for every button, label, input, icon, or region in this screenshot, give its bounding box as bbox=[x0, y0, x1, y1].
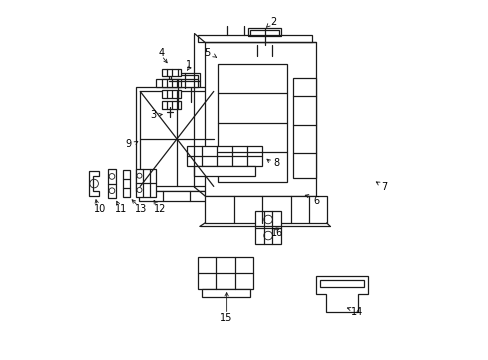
Text: 8: 8 bbox=[273, 158, 279, 168]
Polygon shape bbox=[162, 68, 181, 76]
Polygon shape bbox=[162, 90, 181, 98]
Polygon shape bbox=[136, 168, 155, 197]
Polygon shape bbox=[198, 35, 312, 42]
Polygon shape bbox=[123, 170, 130, 197]
Polygon shape bbox=[292, 78, 315, 178]
Polygon shape bbox=[139, 191, 214, 202]
Text: 11: 11 bbox=[115, 203, 127, 213]
Text: 7: 7 bbox=[381, 182, 387, 192]
Text: 10: 10 bbox=[94, 203, 106, 213]
Polygon shape bbox=[136, 87, 218, 191]
Polygon shape bbox=[217, 64, 287, 182]
Polygon shape bbox=[247, 28, 281, 45]
Polygon shape bbox=[169, 73, 200, 88]
Polygon shape bbox=[205, 42, 315, 196]
Text: 2: 2 bbox=[269, 17, 276, 27]
Text: 4: 4 bbox=[158, 48, 164, 58]
Polygon shape bbox=[162, 79, 181, 87]
Polygon shape bbox=[89, 171, 99, 196]
Polygon shape bbox=[201, 289, 249, 297]
Text: 13: 13 bbox=[135, 203, 147, 213]
Text: 14: 14 bbox=[350, 307, 363, 317]
Polygon shape bbox=[187, 146, 262, 166]
Polygon shape bbox=[162, 101, 181, 109]
Polygon shape bbox=[156, 79, 197, 87]
Text: 1: 1 bbox=[186, 60, 192, 70]
Text: 16: 16 bbox=[270, 228, 282, 238]
Text: 3: 3 bbox=[150, 110, 156, 120]
Polygon shape bbox=[108, 169, 116, 198]
Polygon shape bbox=[255, 211, 281, 244]
Polygon shape bbox=[166, 107, 173, 117]
Text: 9: 9 bbox=[125, 139, 131, 149]
Polygon shape bbox=[205, 196, 326, 223]
Text: 12: 12 bbox=[154, 203, 166, 213]
Polygon shape bbox=[198, 257, 253, 289]
Polygon shape bbox=[315, 276, 367, 312]
Polygon shape bbox=[194, 166, 255, 176]
Text: 6: 6 bbox=[312, 196, 318, 206]
Polygon shape bbox=[319, 280, 364, 287]
Text: 15: 15 bbox=[220, 312, 232, 323]
Text: 5: 5 bbox=[203, 48, 210, 58]
